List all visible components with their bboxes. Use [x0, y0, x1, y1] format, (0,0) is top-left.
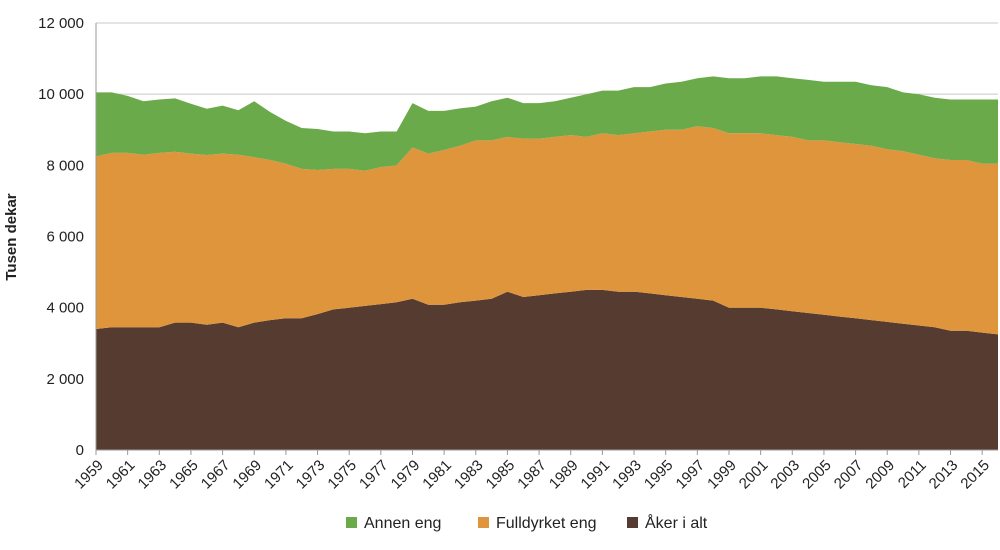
x-tick-label: 1991 [578, 457, 614, 493]
x-tick-label: 2015 [957, 457, 993, 493]
x-tick-label: 2013 [926, 457, 962, 493]
y-tick-labels: 0 2 000 4 000 6 000 8 000 10 000 12 000 [38, 15, 84, 459]
x-tick-label: 1967 [198, 457, 234, 493]
y-tick-label: 10 000 [38, 86, 84, 103]
x-tick-label: 1983 [451, 457, 487, 493]
y-tick-label: 2 000 [46, 371, 84, 388]
x-tick-label: 1989 [546, 457, 582, 493]
x-tick-label: 1993 [609, 457, 645, 493]
x-tick-label: 1979 [388, 457, 424, 493]
area-series-1 [96, 126, 998, 335]
area-series-0 [96, 289, 998, 450]
y-tick-label: 0 [76, 442, 84, 459]
y-tick-label: 8 000 [46, 157, 84, 174]
y-tick-label: 4 000 [46, 300, 84, 317]
x-tick-label: 1981 [419, 457, 455, 493]
legend-label: Annen eng [364, 515, 441, 532]
x-tick-label: 1959 [71, 457, 107, 493]
legend-label: Fulldyrket eng [496, 515, 597, 532]
x-tick-labels: 1959196119631965196719691971197319751977… [71, 450, 993, 492]
legend-swatch [627, 517, 638, 528]
x-tick-label: 2003 [767, 457, 803, 493]
x-tick-label: 1973 [293, 457, 329, 493]
plot-areas [96, 76, 998, 450]
x-tick-label: 1969 [229, 457, 265, 493]
y-axis-label: Tusen dekar [3, 193, 20, 280]
y-tick-label: 6 000 [46, 229, 84, 246]
x-tick-label: 1985 [483, 457, 519, 493]
x-tick-label: 1977 [356, 457, 392, 493]
legend-label: Åker i alt [645, 513, 708, 532]
x-tick-label: 2005 [799, 457, 835, 493]
x-tick-label: 1965 [166, 457, 202, 493]
x-tick-label: 1997 [673, 457, 709, 493]
legend-swatch [478, 517, 489, 528]
area-series-2 [96, 76, 998, 171]
x-tick-label: 1975 [324, 457, 360, 493]
x-tick-label: 1963 [135, 457, 171, 493]
x-tick-label: 2009 [862, 457, 898, 493]
legend-swatch [346, 517, 357, 528]
x-tick-label: 2011 [895, 457, 930, 492]
x-tick-label: 1995 [641, 457, 677, 493]
x-tick-label: 1961 [103, 457, 139, 493]
x-tick-label: 2007 [831, 457, 867, 493]
x-tick-label: 1999 [704, 457, 740, 493]
x-tick-label: 1971 [261, 457, 297, 493]
y-tick-label: 12 000 [38, 15, 84, 32]
legend: Annen eng Fulldyrket eng Åker i alt [346, 513, 708, 532]
x-tick-label: 1987 [514, 457, 550, 493]
x-tick-label: 2001 [736, 457, 772, 493]
